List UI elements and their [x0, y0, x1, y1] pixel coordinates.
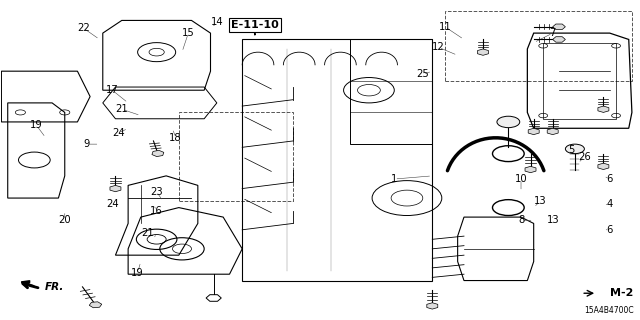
- Text: 25: 25: [417, 69, 429, 79]
- Text: 22: 22: [77, 23, 90, 33]
- Text: E-11-10: E-11-10: [231, 20, 279, 30]
- FancyArrowPatch shape: [23, 283, 38, 288]
- Text: 17: 17: [106, 85, 118, 95]
- Circle shape: [565, 144, 584, 154]
- Text: 8: 8: [518, 215, 524, 225]
- Polygon shape: [598, 163, 609, 170]
- Text: 19: 19: [131, 268, 144, 278]
- Circle shape: [497, 116, 520, 128]
- Text: 4: 4: [607, 199, 613, 209]
- Text: 6: 6: [607, 225, 613, 235]
- Text: 9: 9: [84, 139, 90, 149]
- Text: 19: 19: [30, 120, 43, 130]
- Polygon shape: [528, 128, 539, 135]
- Text: 21: 21: [141, 228, 154, 238]
- Text: 14: 14: [211, 17, 223, 27]
- Text: 7: 7: [550, 28, 556, 38]
- Text: 1: 1: [391, 174, 397, 184]
- Text: 10: 10: [515, 174, 527, 184]
- Text: 21: 21: [115, 104, 128, 114]
- Polygon shape: [598, 106, 609, 112]
- Text: 18: 18: [170, 133, 182, 143]
- Polygon shape: [553, 24, 565, 29]
- Text: FR.: FR.: [44, 282, 64, 292]
- Text: 24: 24: [112, 128, 125, 138]
- Text: 15A4B4700C: 15A4B4700C: [584, 307, 634, 316]
- Text: 16: 16: [150, 206, 163, 216]
- Text: 15: 15: [182, 28, 195, 38]
- Text: 24: 24: [106, 199, 118, 209]
- Text: 6: 6: [607, 174, 613, 184]
- Polygon shape: [547, 128, 558, 135]
- Polygon shape: [525, 166, 536, 173]
- Polygon shape: [427, 303, 438, 309]
- Text: 13: 13: [534, 196, 547, 206]
- Polygon shape: [110, 185, 121, 192]
- Text: 23: 23: [150, 187, 163, 197]
- Polygon shape: [89, 302, 102, 308]
- Text: 11: 11: [438, 22, 451, 32]
- Text: 5: 5: [568, 146, 575, 156]
- Text: 12: 12: [432, 42, 445, 52]
- Text: M-2: M-2: [610, 288, 633, 298]
- Text: 26: 26: [578, 152, 591, 162]
- Polygon shape: [553, 37, 565, 42]
- Text: 13: 13: [547, 215, 559, 225]
- Polygon shape: [477, 49, 488, 55]
- Polygon shape: [152, 150, 164, 156]
- Text: 20: 20: [58, 215, 71, 225]
